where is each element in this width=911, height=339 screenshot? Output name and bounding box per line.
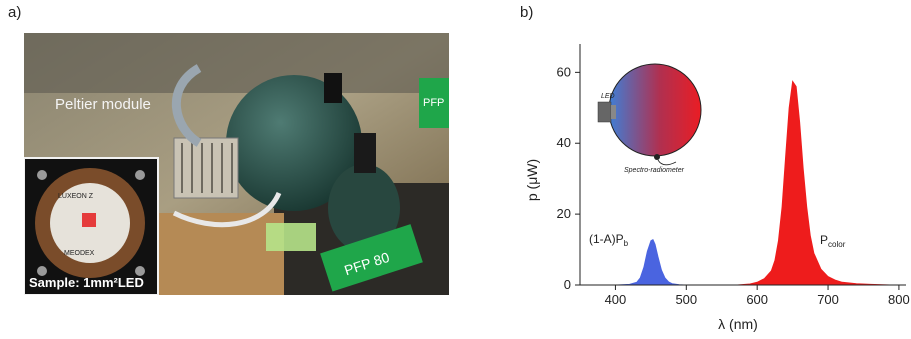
inset-detector-label: Spectro-radiometer [624,167,685,174]
setup-photo: PFP 80 PFP LUXEON Z MEODEX [24,33,449,295]
red-peak-label: Pcolor [820,233,846,249]
photo-caption: Peltier module [55,96,151,113]
led-inset: LUXEON Z MEODEX [24,157,159,295]
inset-schematic: LED Spectro-radiometer [597,63,702,174]
panel-label-a: a) [8,4,22,21]
y-tick-label: 20 [557,206,571,221]
y-axis-title: p (μW) [524,159,540,201]
x-axis-title: λ (nm) [718,316,758,332]
spectrum-chart: 400 500 600 700 800 0 20 40 60 LED Spectro-radio… [524,44,910,332]
x-tick-label: 800 [888,292,910,307]
y-tick-label: 60 [557,64,571,79]
inset-caption: Sample: 1mm²LED [29,275,144,290]
x-tick-label: 500 [675,292,697,307]
panel-label-b: b) [520,4,534,21]
y-tick-label: 40 [557,135,571,150]
integrating-sphere [226,75,362,211]
x-tick-label: 400 [605,292,627,307]
x-tick-label: 700 [817,292,839,307]
series-area-1 [735,80,892,286]
blue-peak-label: (1-A)Pb [589,232,629,248]
inset-led-label: LED [601,93,615,100]
x-tick-label: 600 [746,292,768,307]
sign-text-2: PFP [423,97,444,109]
board-label-2: MEODEX [64,250,95,257]
y-tick-label: 0 [564,277,571,292]
peltier-module [173,137,239,199]
label-sign [320,224,423,292]
board-label: LUXEON Z [58,193,94,200]
